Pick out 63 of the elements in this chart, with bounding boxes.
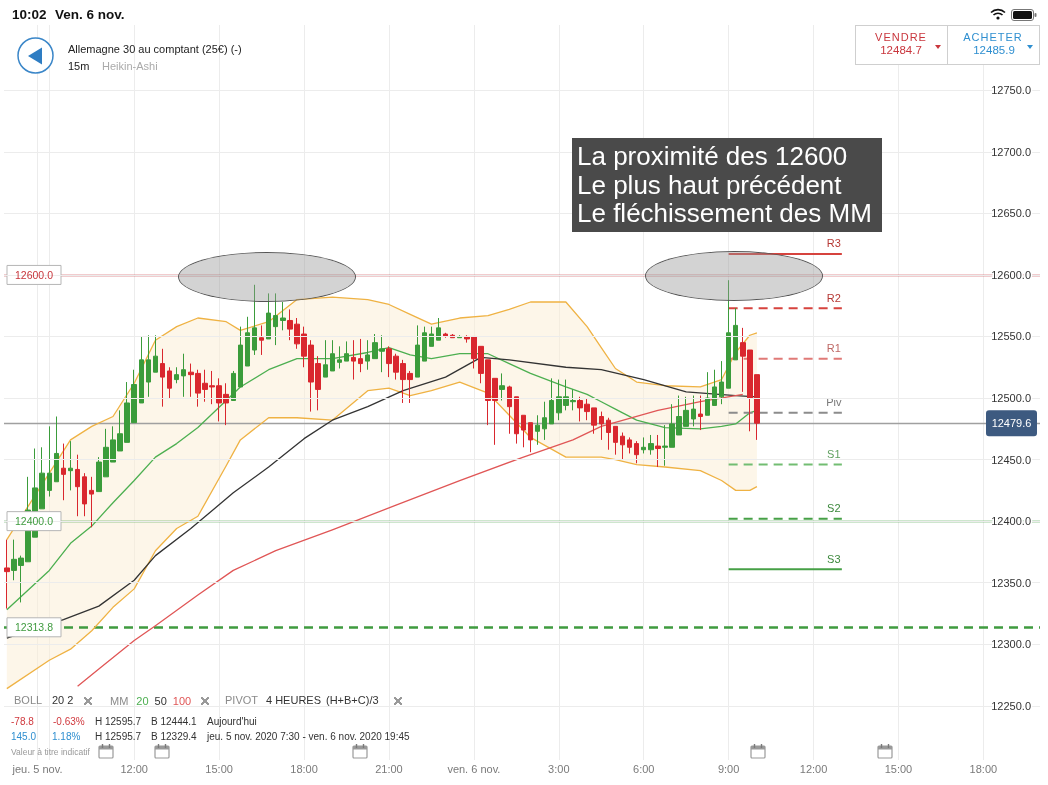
series-label: S3 bbox=[827, 552, 841, 565]
annotation: PIVOT bbox=[225, 694, 259, 708]
ref-line-label: 12600.0 bbox=[15, 268, 54, 281]
x-tick-label: 15:00 bbox=[884, 762, 913, 775]
legend-label: 100 bbox=[172, 694, 192, 708]
legend-title: MM bbox=[110, 694, 129, 708]
series-label: S1 bbox=[827, 448, 841, 461]
text: 50 bbox=[154, 694, 167, 708]
annotation: -0.63% bbox=[53, 716, 85, 728]
y-tick-label: 12700.0 bbox=[991, 145, 1031, 158]
annotation: B 12329.4 bbox=[151, 731, 197, 743]
text: 15m bbox=[68, 60, 90, 74]
text: Allemagne 30 au comptant (25€) (-) bbox=[68, 43, 242, 57]
x-tick-label: 21:00 bbox=[375, 762, 403, 775]
annotation: 145.0 bbox=[11, 731, 37, 743]
annotation: VENDRE bbox=[875, 31, 927, 45]
x-tick-label: jeu. 5 nov. bbox=[11, 762, 63, 775]
y-tick-label: 12450.0 bbox=[991, 453, 1031, 466]
series-label: R2 bbox=[826, 291, 841, 304]
annotation: 1.18% bbox=[52, 731, 81, 743]
text: 10:02 bbox=[12, 7, 47, 24]
annotation: BOLL bbox=[14, 694, 43, 708]
text: 20 bbox=[136, 694, 149, 708]
annotation: jeu. 5 nov. 2020 7:30 - ven. 6 nov. 2020 19:45 bbox=[207, 731, 410, 743]
x-tick-label: 9:00 bbox=[717, 762, 740, 775]
y-tick-label: 12300.0 bbox=[991, 638, 1031, 651]
ref-line-label: 12479.6 bbox=[991, 417, 1032, 430]
text: Ven. 6 nov. bbox=[55, 7, 125, 24]
annotation: Aujourd'hui bbox=[207, 716, 257, 728]
annotation: ACHETER bbox=[963, 31, 1023, 45]
y-tick-label: 12400.0 bbox=[991, 515, 1031, 528]
ref-line-label: 12313.8 bbox=[15, 621, 54, 634]
annotation: H 12595.7 bbox=[95, 731, 142, 743]
x-tick-label: 12:00 bbox=[799, 762, 828, 775]
y-tick-label: 12550.0 bbox=[991, 330, 1031, 343]
x-tick-label: 6:00 bbox=[633, 762, 655, 775]
annotation: 20 2 bbox=[52, 694, 74, 708]
y-tick-label: 12750.0 bbox=[991, 84, 1031, 97]
annotation: 12484.7 bbox=[880, 44, 922, 58]
x-tick-label: 15:00 bbox=[205, 762, 233, 775]
x-tick-label: ven. 6 nov. bbox=[447, 762, 501, 775]
annotation: -78.8 bbox=[11, 716, 34, 728]
annotation: 12485.9 bbox=[973, 44, 1015, 58]
x-tick-label: 12:00 bbox=[120, 762, 148, 775]
y-tick-label: 12500.0 bbox=[991, 392, 1031, 405]
ref-line-label: 12400.0 bbox=[15, 515, 54, 528]
y-tick-label: 12650.0 bbox=[991, 207, 1031, 220]
series-label: R1 bbox=[826, 342, 841, 355]
x-tick-label: 3:00 bbox=[548, 762, 570, 775]
annotation: Valeur à titre indicatif bbox=[11, 747, 90, 758]
annotation: B 12444.1 bbox=[151, 716, 197, 728]
y-tick-label: 12600.0 bbox=[991, 268, 1031, 281]
annotation: La proximité des 12600 Le plus haut précédent Le fléchissement des MM bbox=[572, 138, 882, 232]
y-tick-label: 12350.0 bbox=[991, 576, 1031, 589]
x-tick-label: 18:00 bbox=[969, 762, 998, 775]
x-tick-label: 18:00 bbox=[290, 762, 318, 775]
annotation: 4 HEURES bbox=[266, 694, 322, 708]
series-label: S2 bbox=[827, 502, 841, 515]
annotation: Heikin-Ashi bbox=[102, 60, 158, 74]
series-label: R3 bbox=[826, 237, 841, 250]
y-tick-label: 12250.0 bbox=[991, 699, 1031, 712]
annotation: H 12595.7 bbox=[95, 716, 142, 728]
annotation: (H+B+C)/3 bbox=[326, 694, 379, 708]
